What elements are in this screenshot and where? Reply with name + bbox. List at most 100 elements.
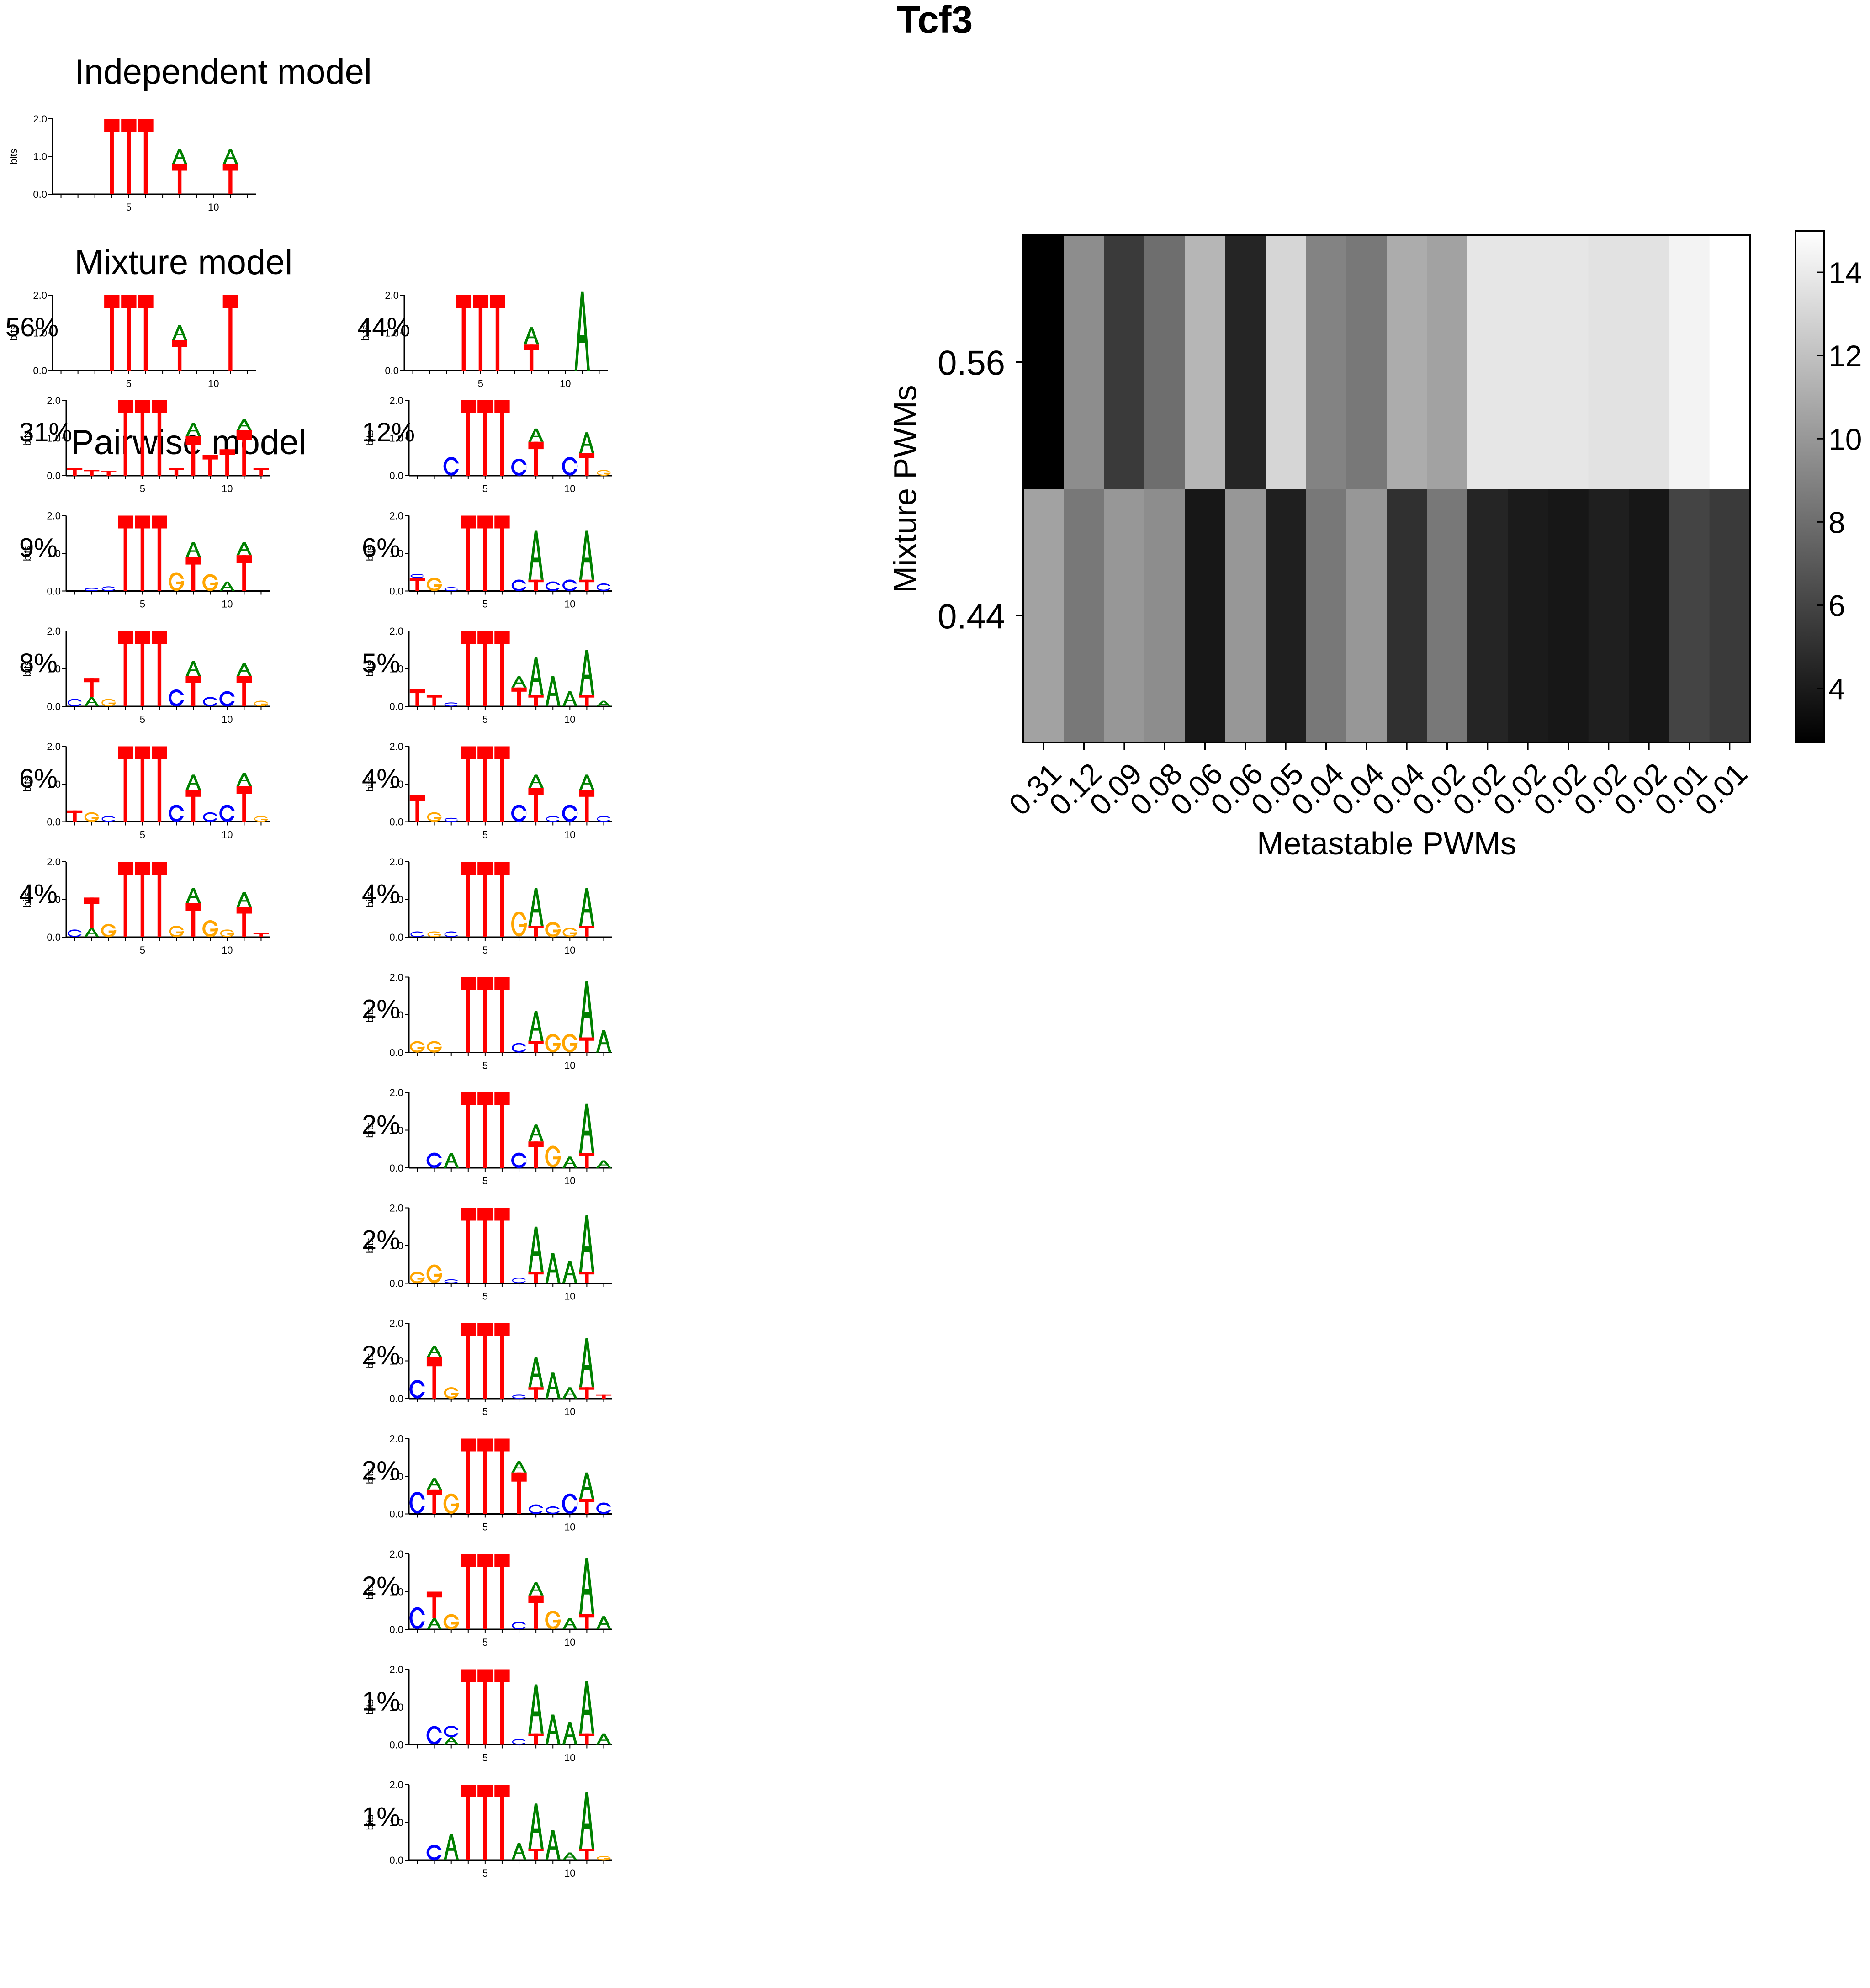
logo-ylabel: bits	[364, 776, 376, 792]
logo-letter-T	[528, 1733, 544, 1745]
logo-letter-A	[172, 325, 187, 340]
logo-pairwise-right-6: 2%bits 0.0 1.0 2.0 5 10	[362, 972, 612, 1071]
logo-ytick-label: 2.0	[33, 290, 47, 301]
logo-ytick-label: 2.0	[47, 395, 61, 406]
logo-letter-C	[512, 1394, 527, 1399]
logo-letter-T	[579, 1733, 595, 1745]
logo-letter-A	[236, 419, 252, 430]
logo-ylabel: bits	[364, 891, 376, 907]
colorbar-tick-label: 8	[1828, 505, 1845, 539]
logo-letter-T	[426, 1489, 442, 1514]
logo-letter-C	[562, 457, 578, 476]
logo-letter-T	[409, 578, 425, 591]
logo-letter-A	[579, 432, 595, 453]
logo-letter-T	[101, 471, 117, 476]
logo-letter-A	[579, 981, 595, 1038]
heatmap-chart: 0.560.440.310.120.090.080.060.060.050.04…	[887, 230, 1862, 861]
logo-percent-label: 2%	[362, 1456, 400, 1486]
logo-letter-A	[528, 1357, 544, 1388]
logo-ytick-label: 2.0	[389, 1779, 403, 1791]
logo-letter-G	[427, 1041, 442, 1053]
logo-ytick-label: 0.0	[47, 701, 61, 712]
logo-letter-T	[118, 400, 133, 476]
logo-letter-T	[461, 1323, 476, 1399]
logo-letter-T	[477, 977, 493, 1053]
logo-letter-C	[203, 697, 218, 707]
logo-letter-A	[574, 291, 590, 371]
logo-ytick-label: 0.0	[385, 365, 399, 376]
logo-percent-label: 6%	[19, 764, 58, 794]
logo-letter-C	[409, 1607, 425, 1629]
logo-letter-T	[494, 1554, 510, 1629]
logo-letter-T	[494, 1323, 510, 1399]
logo-letter-C	[444, 931, 459, 938]
logo-xtick-label: 5	[482, 714, 488, 725]
heatmap-cell	[1629, 235, 1669, 489]
logo-letter-C	[529, 1504, 544, 1514]
logo-letter-A	[562, 1261, 577, 1283]
logo-letter-T	[104, 295, 120, 371]
logo-letter-T	[477, 1208, 493, 1283]
logo-letter-G	[427, 578, 442, 591]
logo-ylabel: bits	[8, 148, 19, 164]
logo-ytick-label: 0.0	[389, 1509, 403, 1520]
logo-letter-C	[101, 586, 117, 591]
logo-letter-T	[152, 631, 167, 706]
logo-letter-A	[84, 928, 100, 937]
logo-xtick-label: 10	[564, 829, 575, 841]
logo-letter-G	[427, 931, 442, 938]
logo-letter-A	[596, 1160, 612, 1168]
logo-ytick-label: 0.0	[389, 816, 403, 828]
logo-letter-T	[528, 695, 544, 706]
logo-ylabel: bits	[8, 325, 19, 340]
logo-letter-G	[410, 1272, 425, 1283]
heatmap-cell	[1346, 489, 1387, 743]
logo-ytick-label: 1.0	[389, 894, 403, 906]
logo-letter-A	[579, 774, 595, 790]
logo-letter-A	[579, 1103, 595, 1153]
logo-letter-A	[236, 663, 252, 676]
logo-letter-G	[101, 699, 117, 707]
logo-xtick-label: 10	[222, 714, 233, 725]
colorbar	[1795, 230, 1825, 743]
logo-pairwise-left-4: 6%bits 0.0 1.0 2.0 5 10	[19, 741, 270, 841]
logo-ytick-label: 2.0	[47, 741, 61, 753]
logo-letter-G	[545, 1034, 561, 1053]
logo-ytick-label: 2.0	[33, 113, 47, 125]
logo-letter-T	[456, 295, 471, 371]
logo-letter-T	[477, 1669, 493, 1745]
logo-pairwise-right-12: 1%bits 0.0 1.0 2.0 5 10	[362, 1664, 612, 1764]
logo-xtick-label: 5	[482, 1406, 488, 1417]
logo-ytick-label: 2.0	[47, 626, 61, 637]
logo-letter-T	[579, 1387, 595, 1399]
logo-letter-T	[67, 810, 83, 822]
logo-ytick-label: 1.0	[389, 1125, 403, 1136]
logo-letter-T	[426, 1591, 442, 1618]
logo-letter-T	[169, 468, 184, 476]
heatmap-ytick-label: 0.56	[938, 344, 1005, 383]
logo-ylabel: bits	[364, 546, 376, 561]
logo-letter-A	[444, 1834, 459, 1860]
logo-letter-T	[118, 862, 133, 937]
logo-letter-A	[579, 1792, 595, 1849]
logo-letter-A	[579, 1215, 595, 1272]
logo-xtick-label: 5	[140, 714, 145, 725]
logo-letter-A	[444, 1153, 459, 1168]
logo-xtick-label: 10	[208, 378, 219, 389]
logo-letter-T	[579, 1499, 595, 1514]
logo-xtick-label: 10	[564, 1060, 575, 1071]
logo-letter-T	[461, 1208, 476, 1283]
heatmap-ytick-label: 0.44	[938, 598, 1005, 636]
logo-letter-T	[121, 119, 137, 194]
logo-letter-C	[597, 816, 612, 822]
logo-letter-G	[220, 929, 235, 938]
logo-ytick-label: 2.0	[389, 741, 403, 753]
logo-letter-C	[444, 817, 459, 822]
logo-letter-T	[579, 1272, 595, 1283]
logo-ytick-label: 1.0	[389, 1471, 403, 1482]
logo-ylabel: bits	[21, 546, 33, 561]
logo-letter-T	[118, 746, 133, 822]
logo-percent-label: 12%	[362, 418, 415, 447]
logo-letter-T	[461, 1554, 476, 1629]
